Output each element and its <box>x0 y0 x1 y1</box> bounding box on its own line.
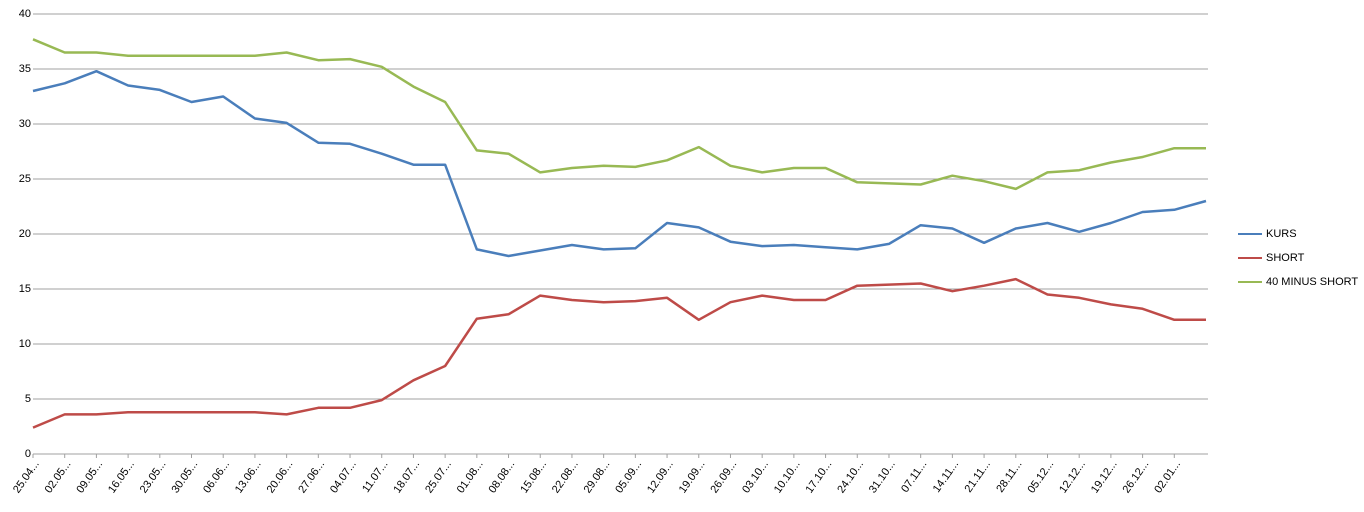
x-tick-label: 13.06... <box>233 459 264 496</box>
x-tick-label: 29.08... <box>582 459 613 496</box>
x-tick-label: 11.07... <box>360 459 390 495</box>
x-tick-label: 05.12... <box>1025 459 1056 496</box>
x-tick-label: 20.06... <box>265 459 296 496</box>
x-tick-label: 26.09... <box>708 459 739 496</box>
x-tick-label: 21.11... <box>963 459 993 495</box>
x-tick-label: 14.11... <box>931 459 961 495</box>
x-tick-label: 19.09... <box>677 459 708 496</box>
y-tick-label: 35 <box>19 63 31 75</box>
x-tick-label: 25.07... <box>423 459 454 496</box>
y-tick-label: 10 <box>19 338 31 350</box>
y-tick-label: 0 <box>25 448 31 460</box>
x-tick-label: 02.05... <box>43 459 74 496</box>
x-tick-label: 05.09... <box>613 459 644 496</box>
x-tick-label: 06.06... <box>201 459 232 496</box>
x-tick-label: 10.10... <box>772 459 803 496</box>
x-tick-label: 12.12... <box>1057 459 1088 496</box>
x-tick-label: 08.08... <box>486 459 517 496</box>
x-tick-label: 09.05... <box>74 459 105 496</box>
x-tick-label: 30.05... <box>169 459 200 496</box>
legend-label: SHORT <box>1266 252 1305 264</box>
x-tick-label: 12.09... <box>645 459 676 496</box>
x-tick-label: 04.07... <box>328 459 359 496</box>
x-tick-label: 03.10... <box>740 459 771 496</box>
x-tick-label: 23.05... <box>138 459 169 496</box>
legend-label: KURS <box>1266 228 1297 240</box>
x-tick-label: 28.11... <box>994 459 1024 495</box>
x-tick-label: 22.08... <box>550 459 581 496</box>
x-tick-label: 16.05... <box>106 459 137 496</box>
x-tick-label: 25.04... <box>11 459 42 496</box>
y-tick-label: 40 <box>19 8 31 20</box>
x-tick-label: 31.10... <box>867 459 898 496</box>
x-tick-label: 07.11... <box>899 459 929 495</box>
y-tick-label: 15 <box>19 283 31 295</box>
x-tick-label: 26.12... <box>1121 459 1152 496</box>
series-line <box>32 69 1207 258</box>
y-tick-label: 30 <box>19 118 31 130</box>
y-tick-label: 5 <box>25 393 31 405</box>
x-tick-label: 24.10... <box>835 459 866 496</box>
x-tick-label: 15.08... <box>518 459 549 496</box>
x-tick-label: 27.06... <box>296 459 327 496</box>
series-line <box>32 277 1206 429</box>
series-line <box>32 38 1206 191</box>
y-tick-label: 20 <box>19 228 31 240</box>
x-tick-label: 18.07... <box>391 459 422 496</box>
x-tick-label: 02.01... <box>1152 459 1183 496</box>
x-tick-label: 17.10... <box>804 459 835 496</box>
legend-label: 40 MINUS SHORT <box>1266 276 1358 288</box>
x-tick-label: 19.12... <box>1089 459 1120 496</box>
x-tick-label: 01.08... <box>455 459 486 496</box>
y-tick-label: 25 <box>19 173 31 185</box>
